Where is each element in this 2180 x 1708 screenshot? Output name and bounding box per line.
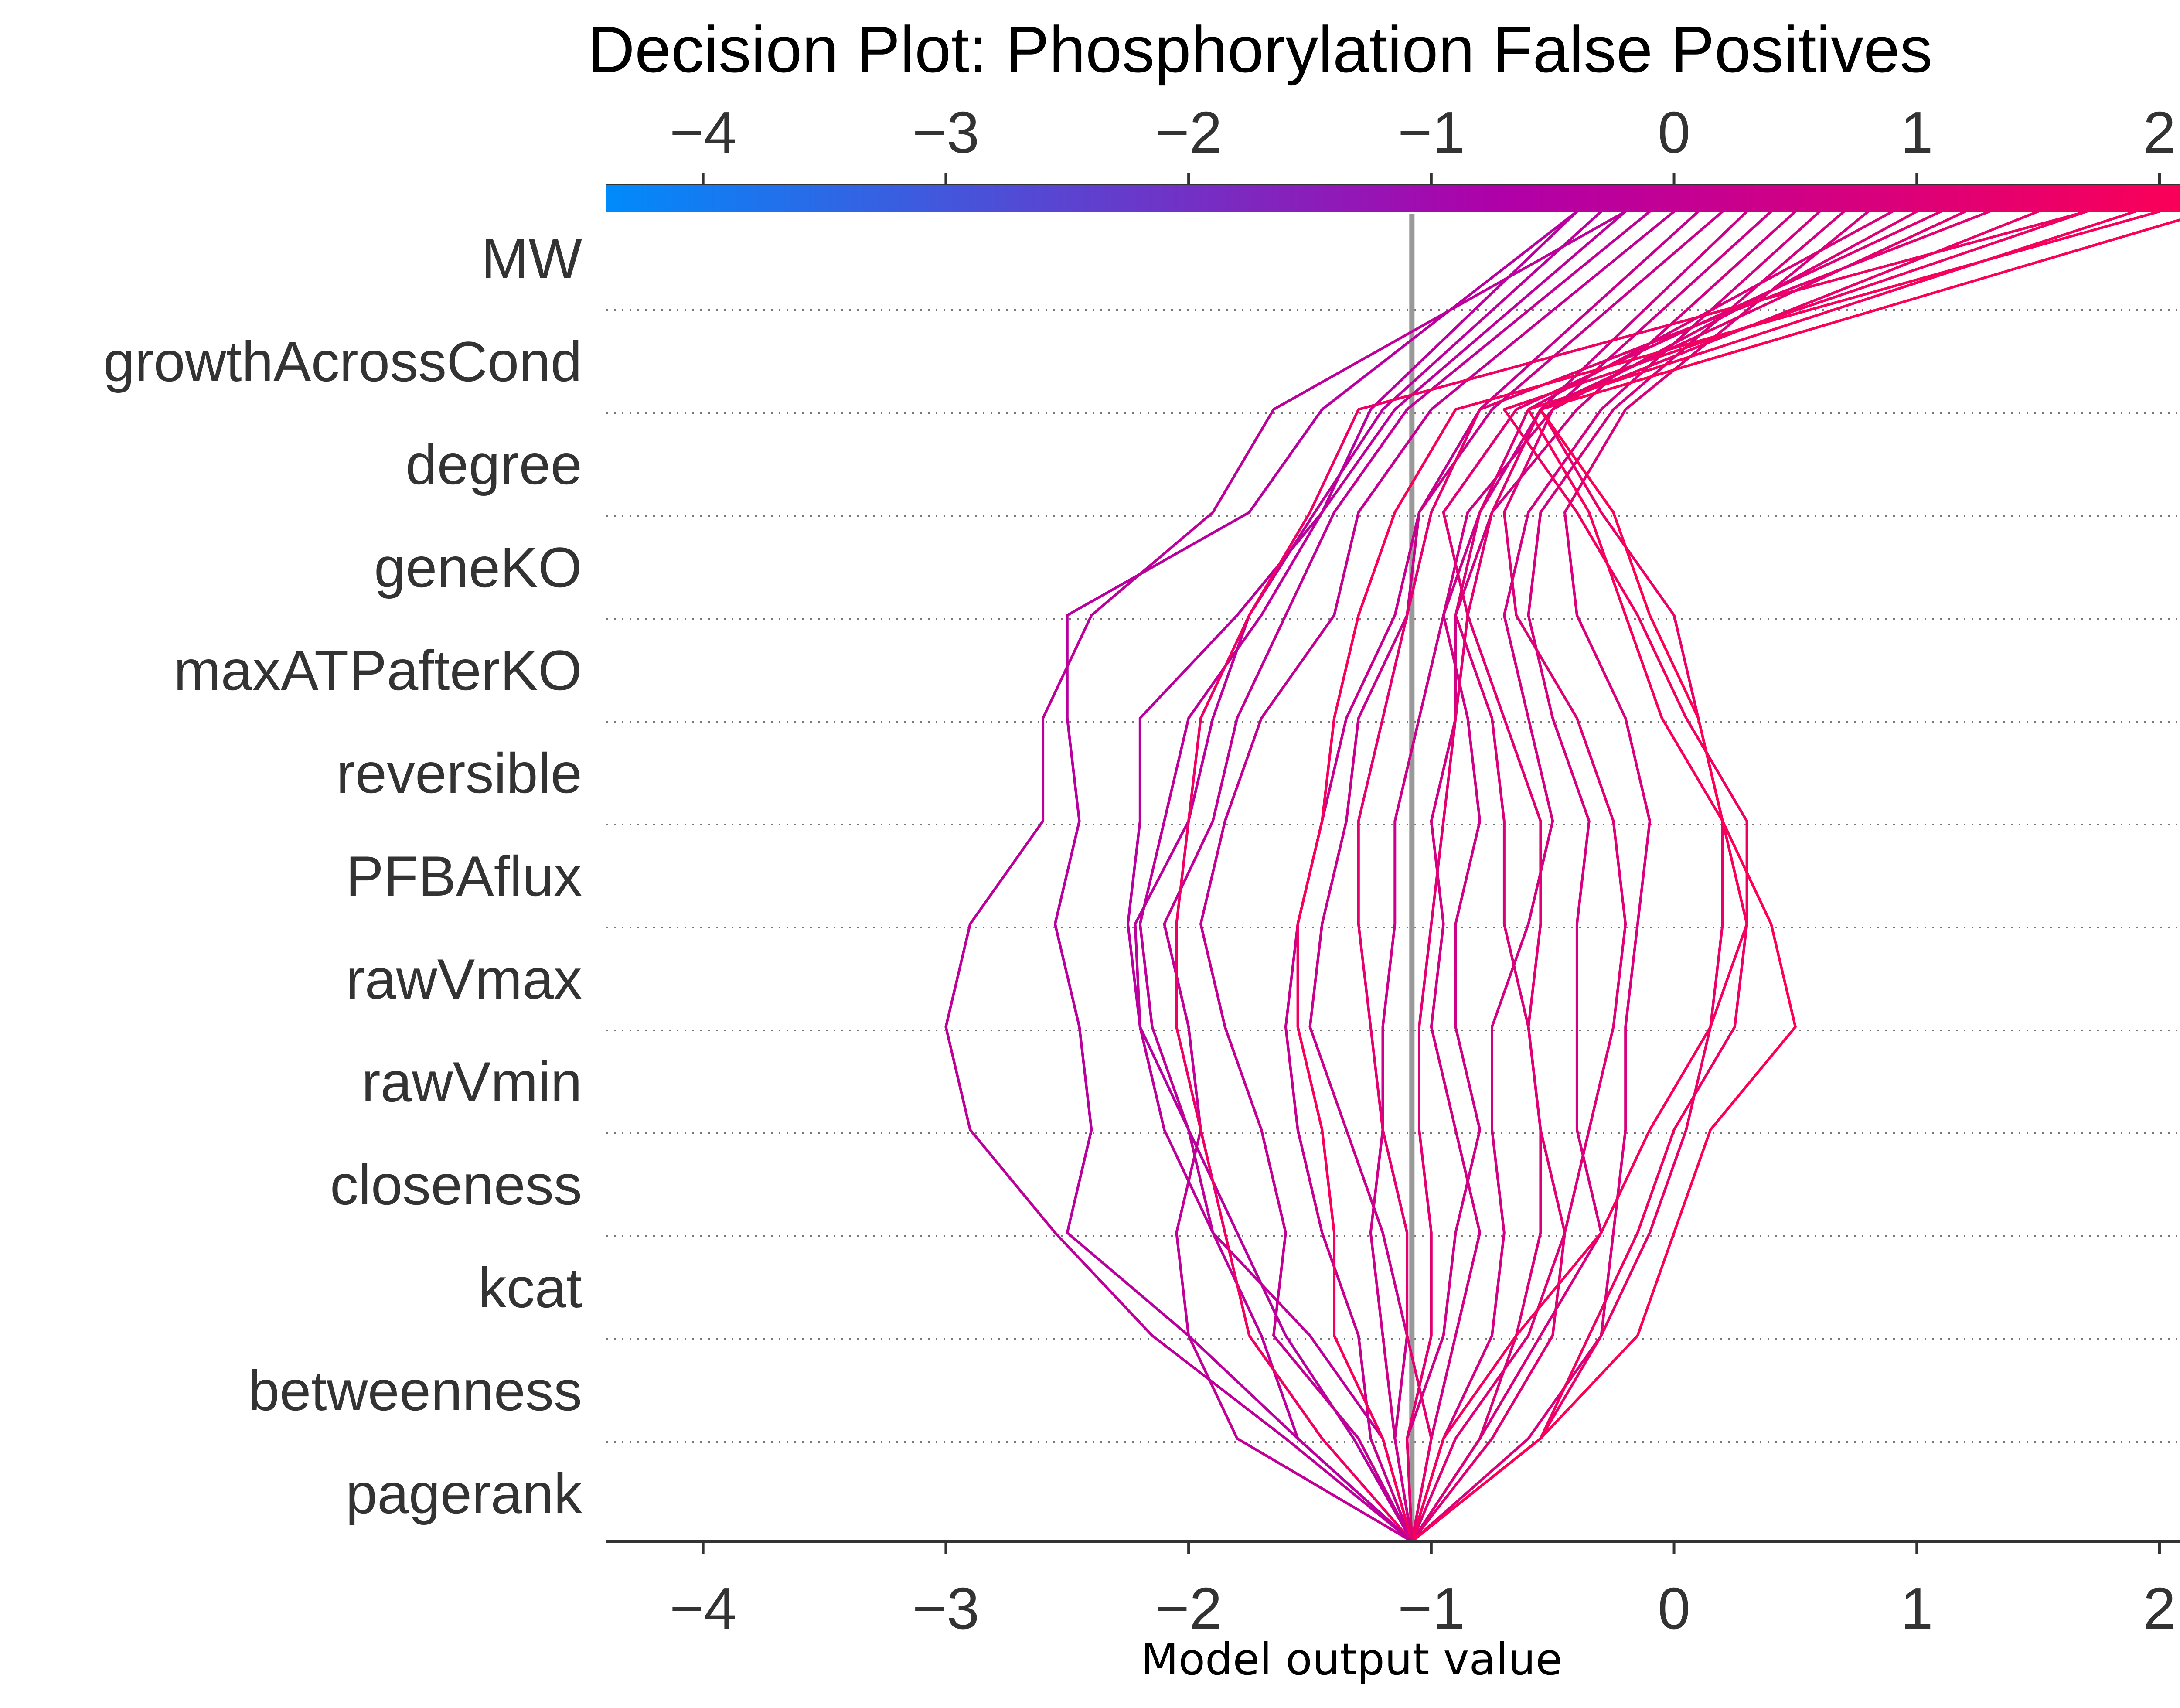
decision-line-16 — [1357, 210, 1991, 1543]
bottom-tick-label: 0 — [1658, 1575, 1690, 1641]
top-tick-label: 0 — [1658, 99, 1690, 165]
decision-line-17 — [1410, 210, 2040, 1543]
feature-label-degree: degree — [405, 433, 582, 496]
top-tick-label: −2 — [1155, 99, 1222, 165]
decision-line-24 — [1053, 210, 1578, 1543]
top-tick-label: 1 — [1901, 99, 1933, 165]
decision-line-8 — [1406, 210, 1773, 1543]
top-tick-label: −1 — [1398, 99, 1465, 165]
feature-label-pagerank: pagerank — [346, 1462, 582, 1525]
decision-line-20 — [1410, 218, 2180, 1543]
decision-line-15 — [1410, 210, 1942, 1543]
feature-label-growthAcrossCond: growthAcrossCond — [103, 330, 582, 393]
bottom-tick-label: −1 — [1398, 1575, 1465, 1641]
bottom-axis: −4 −3 −2 −1 0 1 2 — [606, 1540, 2180, 1641]
feature-label-rawVmin: rawVmin — [361, 1050, 582, 1114]
decision-line-11 — [1410, 210, 1846, 1543]
decision-line-19 — [1410, 210, 2137, 1543]
bottom-tick-label: 1 — [1901, 1575, 1933, 1641]
decision-line-10 — [1410, 210, 1821, 1543]
feature-label-kcat: kcat — [478, 1256, 582, 1319]
feature-label-maxATPafterKO: maxATPafterKO — [174, 638, 582, 702]
decision-line-1 — [1134, 210, 1603, 1543]
bottom-tick-label: 2 — [2143, 1575, 2176, 1641]
colorbar — [606, 185, 2180, 212]
feature-label-closeness: closeness — [330, 1153, 582, 1217]
chart-title: Decision Plot: Phosphorylation False Pos… — [588, 13, 1933, 86]
top-axis: −4 −3 −2 −1 0 1 2 — [606, 99, 2180, 187]
bottom-tick-label: −3 — [912, 1575, 979, 1641]
top-tick-label: −4 — [670, 99, 737, 165]
top-tick-label: 2 — [2143, 99, 2176, 165]
feature-label-betweenness: betweenness — [248, 1359, 582, 1422]
decision-line-14 — [1410, 210, 1918, 1543]
x-axis-title: Model output value — [1141, 1634, 1563, 1685]
feature-label-geneKO: geneKO — [374, 535, 582, 599]
feature-label-MW: MW — [481, 227, 582, 290]
decision-line-22 — [1175, 210, 2088, 1543]
decision-line-9 — [1410, 210, 1797, 1543]
decision-line-21 — [1296, 210, 2161, 1543]
feature-rows: MW growthAcrossCond degree geneKO maxATPafte… — [103, 227, 2180, 1525]
decision-lines — [944, 210, 2180, 1543]
feature-label-reversible: reversible — [336, 741, 582, 805]
bottom-tick-label: −2 — [1155, 1575, 1222, 1641]
decision-line-25 — [944, 210, 1627, 1543]
decision-line-2 — [1138, 210, 1627, 1543]
decision-line-7 — [1369, 210, 1748, 1543]
decision-line-23 — [1406, 210, 1967, 1543]
bottom-tick-label: −4 — [670, 1575, 737, 1641]
decision-line-13 — [1410, 210, 1894, 1543]
feature-label-rawVmax: rawVmax — [346, 947, 582, 1011]
top-tick-label: −3 — [912, 99, 979, 165]
feature-label-PFBAflux: PFBAflux — [346, 844, 582, 908]
decision-line-4 — [1199, 210, 1676, 1543]
